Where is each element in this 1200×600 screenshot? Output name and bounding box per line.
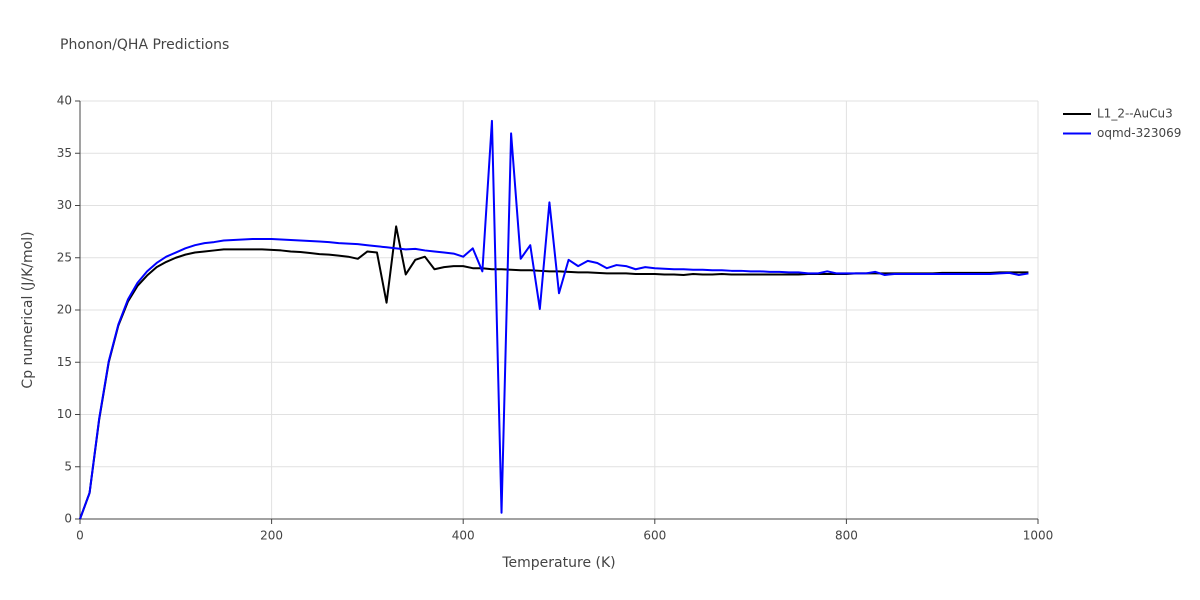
x-tick-label: 1000 bbox=[1023, 529, 1054, 543]
series-line bbox=[79, 119, 1029, 520]
y-tick-label: 40 bbox=[57, 94, 72, 108]
y-tick-label: 0 bbox=[64, 512, 72, 526]
y-tick-label: 30 bbox=[57, 198, 72, 212]
series-line bbox=[79, 225, 1029, 520]
legend-label: oqmd-323069 bbox=[1097, 126, 1181, 140]
x-tick-label: 400 bbox=[452, 529, 475, 543]
chart-title: Phonon/QHA Predictions bbox=[60, 37, 229, 53]
y-tick-label: 15 bbox=[57, 355, 72, 369]
x-tick-label: 200 bbox=[260, 529, 283, 543]
legend-label: L1_2--AuCu3 bbox=[1097, 107, 1173, 121]
x-tick-label: 800 bbox=[835, 529, 858, 543]
y-tick-label: 35 bbox=[57, 146, 72, 160]
y-axis-title: Cp numerical (J/K/mol) bbox=[20, 231, 36, 388]
y-tick-label: 5 bbox=[64, 459, 72, 473]
x-tick-label: 600 bbox=[643, 529, 666, 543]
x-axis-title: Temperature (K) bbox=[501, 555, 615, 571]
x-tick-label: 0 bbox=[76, 529, 84, 543]
y-tick-label: 10 bbox=[57, 407, 72, 421]
y-tick-label: 20 bbox=[57, 303, 72, 317]
y-tick-label: 25 bbox=[57, 250, 72, 264]
